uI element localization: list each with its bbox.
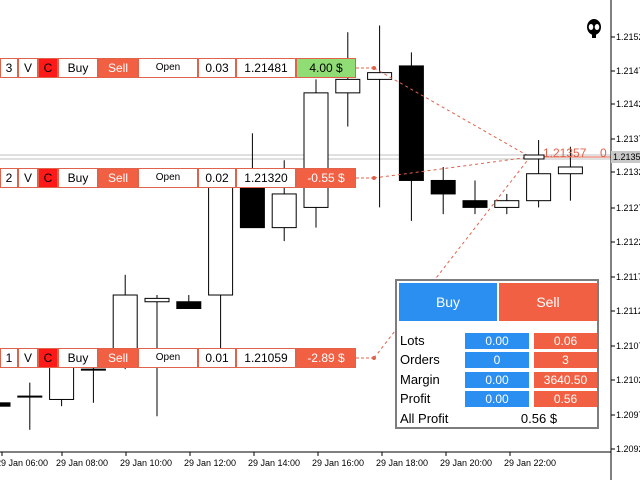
profit-sell-value: 0.56 <box>534 391 597 407</box>
x-tick-label: 29 Jan 20:00 <box>440 458 492 468</box>
panel-sell-button[interactable]: Sell <box>499 283 597 321</box>
x-tick-label: 29 Jan 06:00 <box>0 458 48 468</box>
candle <box>239 133 265 229</box>
lots-buy-value: 0.00 <box>465 333 529 349</box>
y-tick-label: 1.21370 <box>616 134 640 144</box>
candle <box>335 32 361 127</box>
order-lots: 0.02 <box>198 168 236 188</box>
orders-sell-value: 3 <box>534 352 597 368</box>
order-profit: -0.55 $ <box>296 168 356 188</box>
x-tick-label: 29 Jan 18:00 <box>376 458 428 468</box>
x-tick-label: 29 Jan 12:00 <box>184 458 236 468</box>
current-price-axis-label: 1.2135 <box>613 152 640 162</box>
order-number: 2 <box>0 168 18 188</box>
order-open-button[interactable]: Open <box>138 348 198 368</box>
candle <box>0 402 11 407</box>
y-tick-label: 1.21020 <box>616 375 640 385</box>
x-tick-label: 29 Jan 10:00 <box>120 458 172 468</box>
y-tick-label: 1.21170 <box>616 272 640 282</box>
order-sell-button[interactable]: Sell <box>98 58 138 78</box>
order-open-button[interactable]: Open <box>138 58 198 78</box>
orders-label: Orders <box>400 352 440 367</box>
order-modify-button[interactable]: V <box>18 168 38 188</box>
y-tick-label: 1.20970 <box>616 410 640 420</box>
candle <box>303 79 329 228</box>
candle <box>430 166 456 215</box>
candle <box>557 146 583 201</box>
price-axis: 1.21520 1.21470 1.21420 1.21370 1.21320 1.212… <box>610 0 640 480</box>
y-tick-label: 1.21120 <box>616 306 640 316</box>
lots-sell-value: 0.06 <box>534 333 597 349</box>
y-tick-label: 1.21320 <box>616 167 640 177</box>
candle <box>494 193 520 215</box>
y-tick-label: 1.21070 <box>616 341 640 351</box>
x-tick-label: 29 Jan 22:00 <box>504 458 556 468</box>
order-row: 3 V C Buy Sell Open 0.03 1.21481 4.00 $ <box>0 58 356 78</box>
candle <box>17 382 43 430</box>
candle <box>80 362 106 403</box>
order-price: 1.21320 <box>236 168 296 188</box>
lots-label: Lots <box>400 333 425 348</box>
candle <box>398 52 424 221</box>
order-modify-button[interactable]: V <box>18 58 38 78</box>
y-tick-label: 1.21220 <box>616 237 640 247</box>
x-tick-label: 29 Jan 14:00 <box>248 458 300 468</box>
margin-sell-value: 3640.50 <box>534 372 597 388</box>
order-number: 3 <box>0 58 18 78</box>
order-sell-button[interactable]: Sell <box>98 168 138 188</box>
bid-price-suffix: 0 <box>600 146 607 160</box>
order-close-button[interactable]: C <box>38 58 58 78</box>
margin-label: Margin <box>400 372 440 387</box>
order-lots: 0.01 <box>198 348 236 368</box>
order-price: 1.21481 <box>236 58 296 78</box>
order-modify-button[interactable]: V <box>18 348 38 368</box>
candle <box>526 140 552 208</box>
y-tick-label: 1.21470 <box>616 66 640 76</box>
y-tick-label: 1.21520 <box>616 32 640 42</box>
panel-buy-button[interactable]: Buy <box>399 283 497 321</box>
order-price: 1.21059 <box>236 348 296 368</box>
order-row: 2 V C Buy Sell Open 0.02 1.21320 -0.55 $ <box>0 168 356 188</box>
all-profit-value: 0.56 $ <box>520 411 558 426</box>
x-tick-label: 29 Jan 16:00 <box>312 458 364 468</box>
order-row: 1 V C Buy Sell Open 0.01 1.21059 -2.89 $ <box>0 348 356 368</box>
y-tick-label: 1.21420 <box>616 99 640 109</box>
candle <box>462 180 488 215</box>
order-open-button[interactable]: Open <box>138 168 198 188</box>
y-tick-label: 1.21270 <box>616 203 640 213</box>
trade-panel: Buy Sell Lots 0.00 0.06 Orders 0 3 Margi… <box>395 279 599 429</box>
all-profit-label: All Profit <box>400 411 449 426</box>
order-close-button[interactable]: C <box>38 168 58 188</box>
alien-head-icon <box>587 19 601 38</box>
x-tick-label: 29 Jan 08:00 <box>56 458 108 468</box>
order-profit: 4.00 $ <box>296 58 356 78</box>
order-close-button[interactable]: C <box>38 348 58 368</box>
bid-price-label: 1.21357 <box>543 146 587 160</box>
order-sell-button[interactable]: Sell <box>98 348 138 368</box>
order-number: 1 <box>0 348 18 368</box>
orders-buy-value: 0 <box>465 352 529 368</box>
candles <box>0 25 583 430</box>
profit-buy-value: 0.00 <box>465 391 529 407</box>
y-tick-label: 1.20920 <box>616 444 640 454</box>
profit-label: Profit <box>400 391 431 406</box>
candle <box>176 295 202 309</box>
candle <box>367 25 393 208</box>
order-buy-button[interactable]: Buy <box>58 58 98 78</box>
margin-buy-value: 0.00 <box>465 372 529 388</box>
order-lots: 0.03 <box>198 58 236 78</box>
order-profit: -2.89 $ <box>296 348 356 368</box>
order-buy-button[interactable]: Buy <box>58 168 98 188</box>
time-axis: 29 Jan 06:00 29 Jan 08:00 29 Jan 10:00 29 J… <box>0 451 611 468</box>
candle <box>208 173 234 363</box>
order-buy-button[interactable]: Buy <box>58 348 98 368</box>
